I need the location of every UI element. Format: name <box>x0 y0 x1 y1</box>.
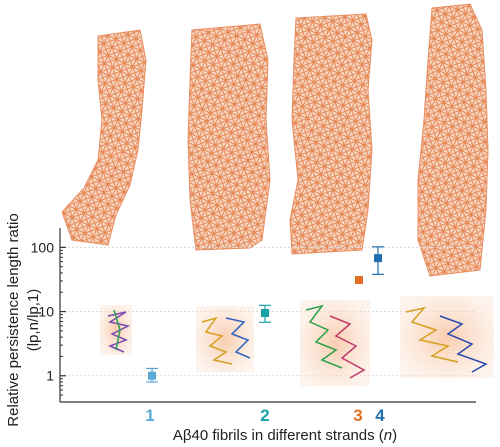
fibril-3-structure <box>289 13 373 255</box>
strand-snapshot-4-bg <box>400 296 494 378</box>
x-category-label: 3 <box>353 406 362 425</box>
fibril-1-structure <box>61 29 147 246</box>
data-point <box>374 254 382 263</box>
fibril-4-structure <box>417 3 489 277</box>
strand-chain-1b <box>113 309 121 351</box>
strand-chain-2b <box>225 317 251 359</box>
y-tick-label: 1 <box>46 368 54 384</box>
strand-chain-2 <box>201 316 233 365</box>
x-category-label: 4 <box>375 406 385 425</box>
strand-chain-4 <box>405 306 459 363</box>
data-points <box>148 254 382 380</box>
y-tick-label: 100 <box>31 239 55 255</box>
x-axis-label: Aβ40 fibrils in different strands (n) <box>173 427 397 444</box>
strand-snapshots <box>100 296 494 386</box>
data-point <box>261 308 269 317</box>
data-point <box>148 371 156 380</box>
strand-chain-3b <box>329 315 366 379</box>
data-point <box>355 276 363 285</box>
strand-snapshot-3-bg <box>300 300 370 386</box>
fibril-2-structure <box>187 23 271 251</box>
y-axis-label: Relative persistence length ratio <box>5 213 22 426</box>
x-category-label: 2 <box>260 406 269 425</box>
strand-chain-4b <box>439 315 488 373</box>
y-axis-ticks: 1 10 100 <box>31 239 66 396</box>
strand-chain-3 <box>305 304 343 369</box>
y-axis-label-ratio: (lp,n/lp,1) <box>25 289 42 352</box>
y-tick-label: 10 <box>38 304 54 320</box>
fibril-renderings <box>61 3 489 277</box>
x-category-label: 1 <box>145 406 154 425</box>
